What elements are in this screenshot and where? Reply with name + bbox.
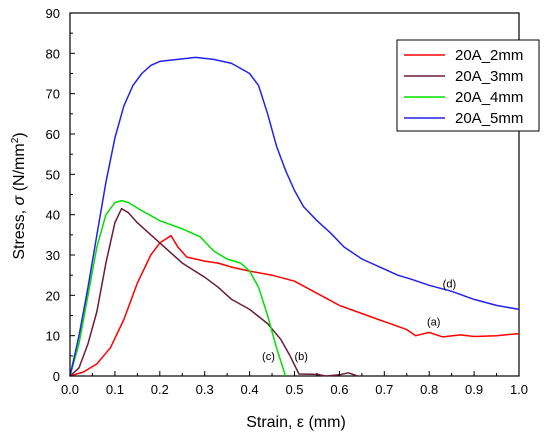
y-tick-label-3: 30 — [46, 248, 60, 263]
annotation-0: (a) — [427, 317, 440, 329]
legend: 20A_2mm 20A_3mm 20A_4mm 20A_5mm — [396, 39, 540, 132]
x-tick-label-5: 0.5 — [285, 382, 303, 397]
annotation-1: (b) — [295, 351, 308, 363]
x-tick-label-1: 0.1 — [106, 382, 124, 397]
y-axis-title-close: ) — [11, 132, 28, 137]
legend-label-2: 20A_4mm — [455, 89, 523, 106]
y-tick-label-5: 50 — [46, 167, 60, 182]
y-axis-title-sup: 2 — [10, 137, 21, 143]
y-tick-label-9: 90 — [46, 6, 60, 21]
x-tick-label-6: 0.6 — [330, 382, 348, 397]
y-tick-label-2: 20 — [46, 288, 60, 303]
x-tick-label-9: 0.9 — [465, 382, 483, 397]
x-tick-label-10: 1.0 — [510, 382, 528, 397]
y-axis-title-units: (N/mm — [11, 143, 28, 195]
y-tick-label-7: 70 — [46, 87, 60, 102]
y-tick-label-0: 0 — [53, 369, 60, 384]
x-tick-label-3: 0.3 — [196, 382, 214, 397]
annotation-layer: (a) (b) (c) (d) — [262, 278, 456, 363]
y-axis-title: Stress, σ (N/mm2) — [10, 132, 28, 259]
annotation-2: (c) — [262, 351, 275, 363]
y-tick-label-4: 40 — [46, 208, 60, 223]
legend-label-0: 20A_2mm — [455, 47, 523, 64]
annotation-3: (d) — [443, 278, 456, 290]
x-tick-label-7: 0.7 — [375, 382, 393, 397]
y-tick-label-1: 10 — [46, 329, 60, 344]
x-axis-title: Strain, ε (mm) — [246, 414, 346, 431]
y-axis-title-main: Stress, — [11, 205, 28, 259]
y-tick-label-6: 60 — [46, 127, 60, 142]
y-axis-title-sigma: σ — [11, 194, 28, 205]
y-tick-label-8: 80 — [46, 46, 60, 61]
series-line-20A_5mm — [69, 56, 520, 377]
legend-label-3: 20A_5mm — [455, 110, 523, 127]
tick-layer: 0.0 0.1 0.2 0.3 0.4 0.5 0.6 0.7 0.8 0.9 1.0 0 10 20 30… — [46, 6, 529, 397]
x-tick-label-4: 0.4 — [241, 382, 259, 397]
legend-label-1: 20A_3mm — [455, 68, 523, 85]
x-tick-label-0: 0.0 — [61, 382, 79, 397]
x-tick-label-8: 0.8 — [420, 382, 438, 397]
series-line-20A_4mm — [69, 199, 287, 377]
x-tick-label-2: 0.2 — [151, 382, 169, 397]
